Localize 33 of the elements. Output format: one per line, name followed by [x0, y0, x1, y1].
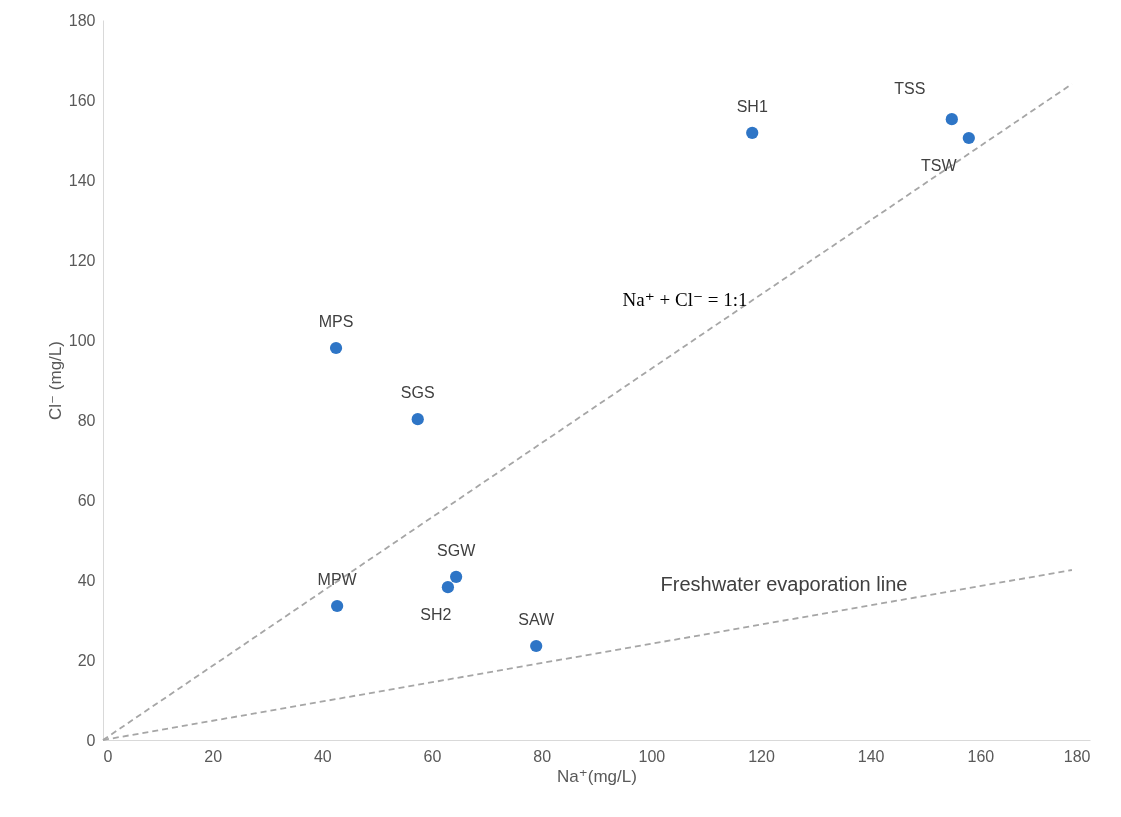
x-tick-label: 160: [967, 747, 995, 765]
y-tick-label: 160: [68, 91, 96, 109]
annotation: MPW: [317, 571, 358, 588]
annotation: SGS: [400, 384, 435, 402]
y-tick-label: 60: [77, 491, 96, 509]
y-tick-label: 40: [77, 571, 96, 589]
y-tick-label: 120: [68, 251, 96, 269]
x-tick-label: 40: [313, 747, 332, 765]
annotation: Na⁺ + Cl⁻ = 1:1: [622, 289, 748, 310]
annotation: SH2: [420, 606, 452, 624]
annotation: Freshwater evaporation line: [660, 573, 908, 595]
annotation: SH1: [736, 97, 768, 115]
x-tick-label: 120: [748, 747, 775, 765]
x-tick-label: 80: [533, 747, 552, 765]
y-tick-label: 180: [68, 11, 96, 29]
y-tick-label: 140: [68, 171, 96, 189]
annotation: TSW: [921, 157, 958, 174]
y-axis-title: Cl⁻ (mg/L): [45, 341, 65, 420]
x-tick-label: 180: [1063, 747, 1091, 765]
x-tick-label: 140: [857, 747, 885, 765]
x-tick-label: 60: [423, 747, 442, 765]
x-axis-title: Na⁺(mg/L): [557, 766, 637, 786]
annotation: SAW: [518, 611, 555, 628]
annotation: TSS: [894, 80, 926, 98]
x-tick-label: 100: [638, 747, 666, 765]
y-tick-label: 80: [77, 411, 96, 429]
y-tick-label: 0: [86, 731, 96, 749]
y-tick-label: 100: [68, 331, 96, 349]
annotation: MPS: [318, 313, 354, 330]
x-tick-label: 20: [204, 747, 223, 765]
x-tick-label: 0: [103, 747, 113, 765]
annotation: SGW: [437, 541, 477, 559]
y-tick-label: 20: [77, 651, 96, 669]
